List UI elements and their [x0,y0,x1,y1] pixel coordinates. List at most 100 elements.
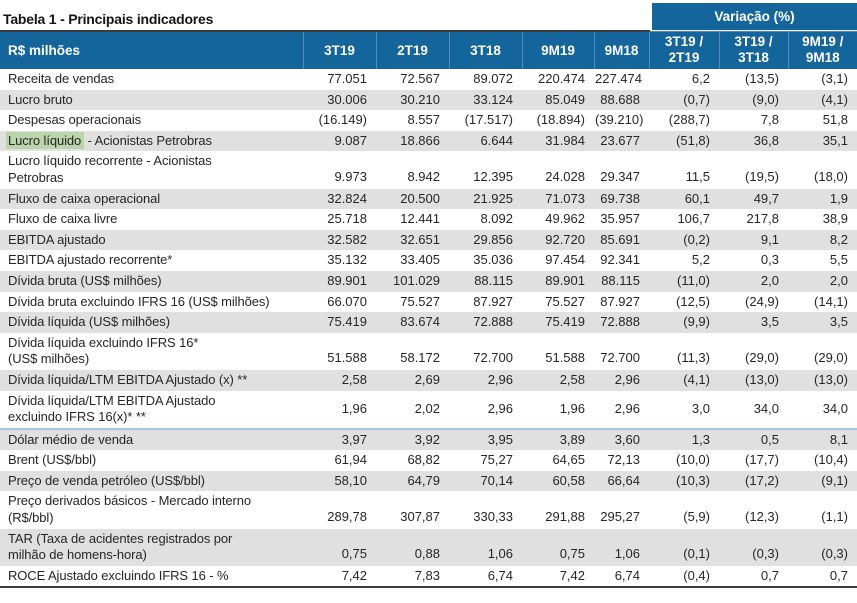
cell-value: (0,3) [719,528,788,566]
cell-value: (18.894) [536,112,585,128]
var-header-line2: 2T19 [668,50,700,66]
cell-value: (12,3) [745,509,779,525]
table-row: Dívida líquida/LTM EBITDA Ajustado exclui… [0,391,857,429]
cell-value: 0,75 [303,528,376,566]
cell-value: 75.419 [522,312,594,333]
var-header-line1: 3T19 / [734,34,773,50]
cell-value: (9,0) [719,89,788,111]
row-label-line2: (R$/bbl) [8,510,54,526]
cell-value: 60,1 [649,188,719,210]
cell-value: (10,0) [676,452,710,468]
cell-value: 35.132 [327,252,367,268]
cell-value: 88.688 [594,89,649,111]
column-header-var-3t19-2t19: 3T19 / 2T19 [648,30,719,69]
row-label-line2: excluindo IFRS 16(x)* ** [8,409,146,425]
cell-value: (0,2) [649,229,719,251]
table-row: Lucro bruto 30.006 30.210 33.124 85.049 88.68… [0,89,857,111]
cell-value: 3,60 [594,427,649,451]
cell-value: (29,0) [745,350,779,366]
cell-value: 2,69 [376,369,449,391]
cell-value: (0,1) [649,528,719,566]
cell-value: 66.070 [327,293,367,309]
cell-value: (10,3) [649,470,719,492]
cell-value: 35.036 [473,252,513,268]
cell-value: 12.441 [400,211,440,227]
table-row: EBITDA ajustado 32.582 32.651 29.856 92.720 8… [0,229,857,251]
cell-value: 295,27 [600,509,640,525]
cell-value: 6,74 [594,565,649,589]
column-header-unit: R$ milhões [0,30,303,69]
row-label: EBITDA ajustado [0,229,303,251]
cell-value: 34,0 [753,400,779,416]
cell-value: (13,0) [719,369,788,391]
var-header-line2: 3T18 [738,50,769,66]
table-head: R$ milhões 3T19 2T19 3T18 9M19 9M18 3T19… [0,30,857,69]
cell-value: 34,0 [822,400,848,416]
row-label-line2: milhão de homens-hora) [8,547,147,563]
cell-value: 289,78 [327,509,367,525]
cell-value: 68,82 [407,452,440,468]
cell-value: (29,0) [814,350,848,366]
cell-value: (5,9) [683,509,710,525]
cell-value: (17,2) [719,470,788,492]
cell-value: 9.087 [303,130,376,152]
cell-value: (13,5) [745,71,779,86]
var-header-line1: 3T19 / [664,34,704,50]
row-label: Dívida líquida (US$ milhões) [0,312,303,333]
cell-value: 0,7 [719,565,788,589]
cell-value: 0,75 [522,528,594,566]
variation-group-header: Variação (%) [650,3,857,30]
cell-value: 217,8 [746,211,779,227]
cell-value: 330,33 [473,509,513,525]
cell-value: 18.866 [376,130,449,152]
cell-value: 7,8 [760,112,779,128]
cell-value: 2,0 [788,270,857,292]
cell-value: 106,7 [677,211,710,227]
cell-value: 92.720 [522,229,594,251]
row-label: Dívida líquida/LTM EBITDA Ajustado (x) *… [0,369,303,391]
row-label: ROCE Ajustado excluindo IFRS 16 - % [0,565,303,589]
cell-value: 72.700 [600,350,640,366]
cell-value: (13,0) [788,369,857,391]
cell-value: (3,1) [821,71,848,86]
table-row: Preço derivados básicos - Mercado intern… [0,491,857,528]
cell-value: 71.073 [522,188,594,210]
cell-value: 51,8 [822,112,848,128]
cell-value: 1,3 [649,427,719,451]
cell-value: 9.973 [334,168,367,184]
table-row: Dívida líquida (US$ milhões) 75.419 83.674… [0,312,857,333]
cell-value: 64,79 [376,470,449,492]
cell-value: 8,2 [788,229,857,251]
cell-value: 24.028 [545,168,585,184]
cell-value: 88.115 [449,270,522,292]
cell-value: (9,9) [649,312,719,333]
cell-value: 51.588 [545,350,585,366]
cell-value: 89.901 [303,270,376,292]
table-row: Dólar médio de venda 3,97 3,92 3,95 3,89 3,60… [0,427,857,451]
cell-value: 8.092 [480,211,513,227]
cell-value: 33.124 [449,89,522,111]
cell-value: 2,96 [614,400,640,416]
cell-value: 101.029 [376,270,449,292]
column-header-9m19: 9M19 [521,30,594,69]
cell-value: 69.738 [594,188,649,210]
cell-value: 3,5 [719,312,788,333]
cell-value: 66,64 [594,470,649,492]
cell-value: 89.072 [473,71,513,86]
row-label: Dívida bruta (US$ milhões) [0,270,303,292]
row-label: Preço de venda petróleo (US$/bbl) [0,470,303,492]
row-label: Fluxo de caixa operacional [0,188,303,210]
table-row: ROCE Ajustado excluindo IFRS 16 - % 7,42 7… [0,565,857,589]
cell-value: 11,5 [685,168,710,184]
cell-value: 3,92 [376,427,449,451]
table-row: Receita de vendas 77.051 72.567 89.072 220.4… [0,69,857,90]
row-label: Dívida líquida excluindo IFRS 16* (US$ mi… [0,333,303,370]
column-header-2t19: 2T19 [375,30,449,69]
cell-value: 75.527 [400,293,440,309]
cell-value: 70,14 [449,470,522,492]
cell-value: 77.051 [327,71,367,86]
cell-value: (18,0) [814,168,848,184]
cell-value: (11,3) [677,350,710,366]
cell-value: 2,02 [414,400,440,416]
